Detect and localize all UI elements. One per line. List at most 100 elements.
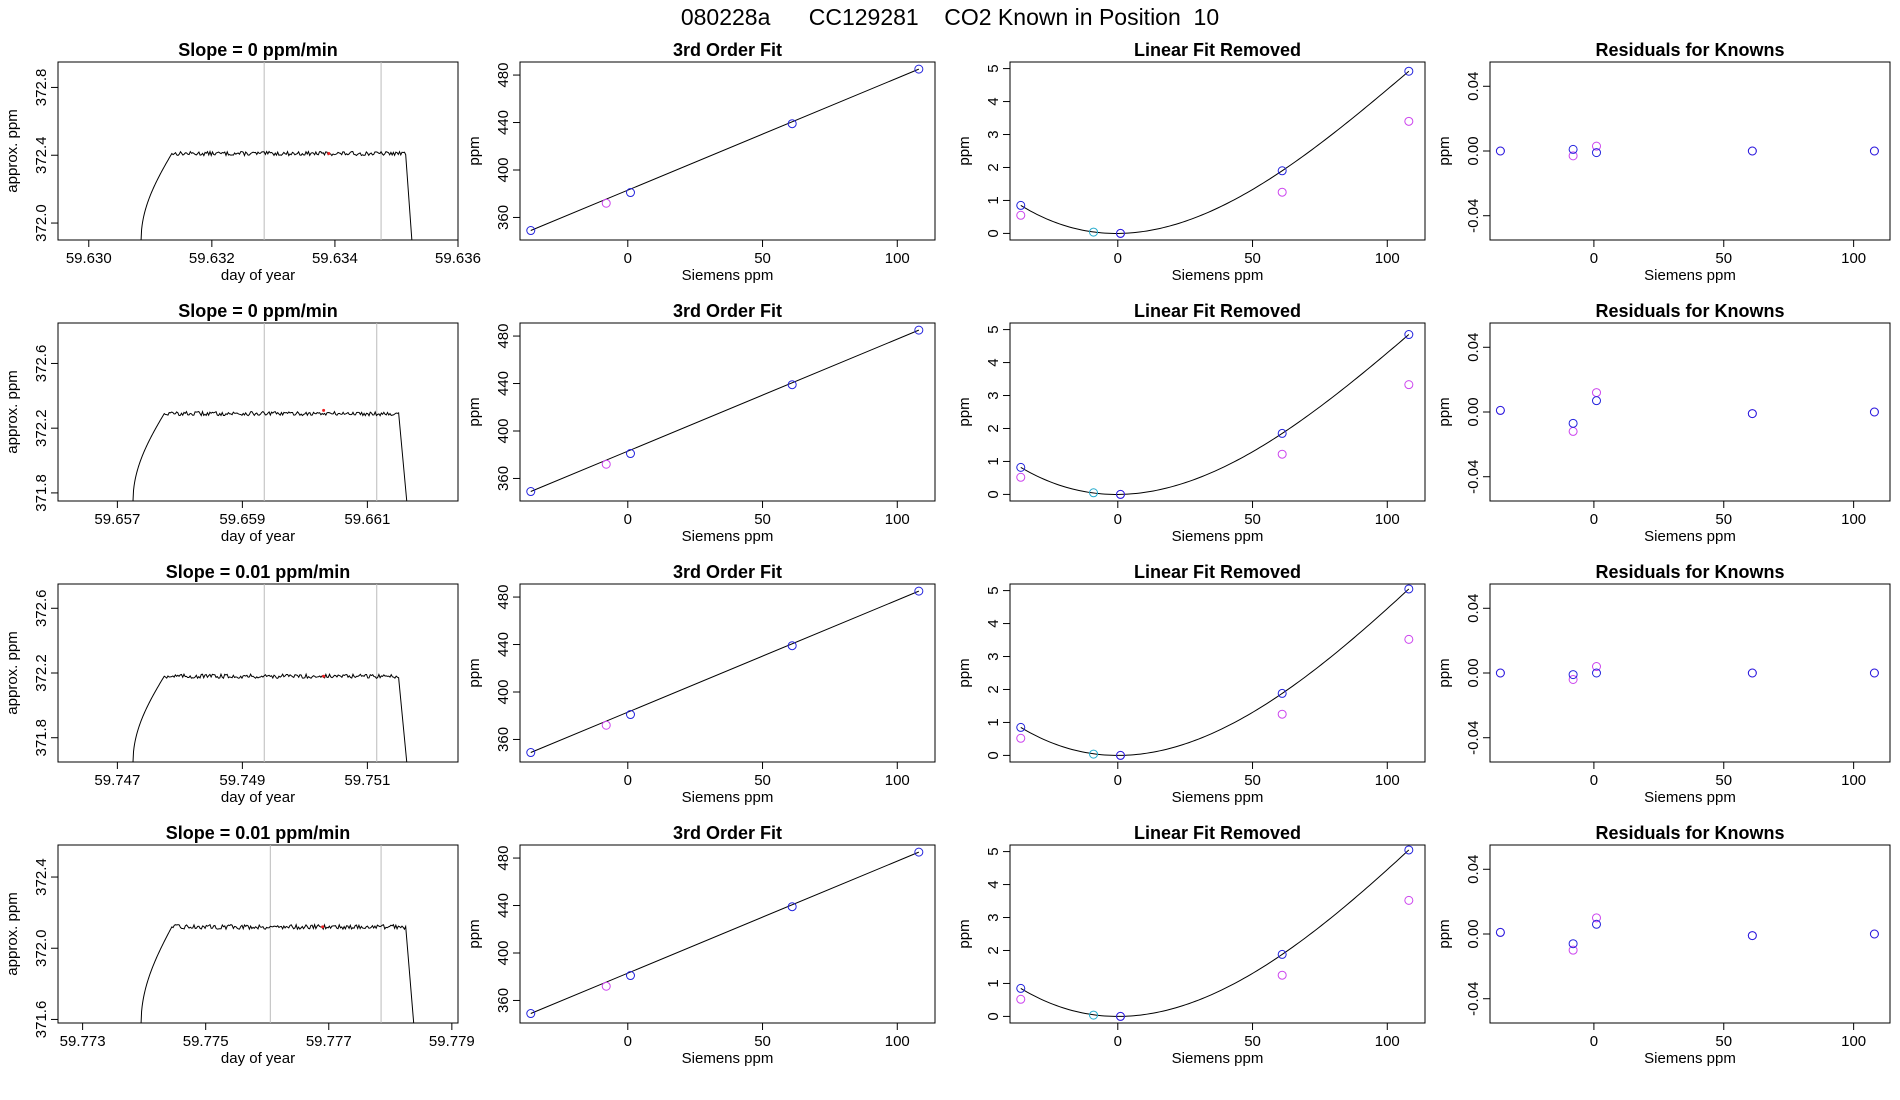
y-tick-label: 0	[985, 490, 1002, 498]
magenta-point	[1591, 388, 1601, 398]
x-axis-label: Siemens ppm	[682, 528, 774, 545]
y-tick-label: 4	[985, 880, 1002, 888]
data-point	[526, 1009, 536, 1019]
y-tick-label: 3	[985, 130, 1002, 138]
panel-title: Linear Fit Removed	[1134, 40, 1301, 60]
x-tick-label: 59.747	[94, 772, 140, 789]
ppm-trace	[132, 409, 408, 501]
panel-title: Residuals for Knowns	[1595, 823, 1784, 843]
y-axis-label: ppm	[466, 919, 483, 948]
y-tick-label: 0	[985, 229, 1002, 237]
plot-frame	[1009, 61, 1426, 241]
x-tick-label: 100	[1375, 250, 1400, 267]
x-axis-label: Siemens ppm	[1644, 528, 1736, 545]
y-tick-label: 480	[495, 846, 512, 871]
y-tick-label: 400	[495, 679, 512, 704]
x-tick-label: 59.634	[312, 250, 358, 267]
blue-point	[1404, 584, 1414, 594]
y-tick-label: 372.6	[33, 345, 50, 383]
x-axis-label: day of year	[221, 267, 295, 284]
x-tick-label: 50	[1244, 250, 1261, 267]
magenta-point	[1277, 709, 1287, 719]
magenta-point	[1016, 210, 1026, 220]
y-tick-label: 2	[985, 163, 1002, 171]
x-tick-label: 59.773	[60, 1033, 106, 1050]
fit-line	[530, 851, 920, 1014]
panel: Linear Fit Removed 0 50 100 0 1 2 3 4 5 Siemens pp…	[956, 562, 1426, 806]
blue-point	[1869, 668, 1879, 678]
panel: Residuals for Knowns 0 50 100 -0.04 0.00 0.04 S…	[1436, 40, 1891, 284]
x-axis-label: Siemens ppm	[682, 267, 774, 284]
blue-point	[1747, 409, 1757, 419]
magenta-point	[1277, 187, 1287, 197]
y-tick-label: 5	[985, 586, 1002, 594]
plot-data	[526, 847, 924, 1019]
plot-data	[140, 62, 413, 240]
data-point	[625, 188, 635, 198]
y-axis-label: ppm	[956, 397, 973, 426]
magenta-point	[601, 720, 611, 730]
magenta-point	[601, 198, 611, 208]
blue-point	[1747, 931, 1757, 941]
y-tick-label: 0.04	[1465, 855, 1482, 884]
y-axis-label: ppm	[956, 658, 973, 687]
panel-title: Residuals for Knowns	[1595, 562, 1784, 582]
y-tick-label: 440	[495, 110, 512, 135]
data-point	[787, 119, 797, 129]
plot-data	[526, 325, 924, 497]
x-tick-label: 100	[1375, 1033, 1400, 1050]
plot-data	[1495, 662, 1879, 684]
y-tick-label: 372.2	[33, 654, 50, 692]
data-point	[787, 641, 797, 651]
magenta-point	[601, 459, 611, 469]
y-tick-label: 0.00	[1465, 397, 1482, 426]
x-tick-label: 0	[1114, 772, 1122, 789]
y-tick-label: 2	[985, 946, 1002, 954]
blue-point	[1016, 462, 1026, 472]
x-tick-label: 0	[1590, 772, 1598, 789]
blue-point	[1568, 670, 1578, 680]
y-tick-label: 372.8	[33, 69, 50, 107]
x-axis-label: Siemens ppm	[1644, 1050, 1736, 1067]
y-tick-label: 0	[985, 751, 1002, 759]
magenta-point	[1568, 151, 1578, 161]
panel-title: 3rd Order Fit	[673, 823, 782, 843]
y-axis-label: approx. ppm	[4, 109, 21, 192]
blue-point	[1277, 166, 1287, 176]
fit-curve	[1020, 334, 1410, 495]
page-title: 080228a CC129281 CO2 Known in Position 1…	[680, 4, 1220, 30]
x-axis-label: day of year	[221, 528, 295, 545]
data-point	[787, 902, 797, 912]
y-tick-label: 0.04	[1465, 72, 1482, 101]
x-tick-label: 0	[1114, 250, 1122, 267]
panel: Linear Fit Removed 0 50 100 0 1 2 3 4 5 Siemens pp…	[956, 823, 1426, 1067]
panel-title: Slope = 0.01 ppm/min	[166, 823, 351, 843]
y-axis-label: ppm	[1436, 136, 1453, 165]
y-axis-label: ppm	[1436, 658, 1453, 687]
x-tick-label: 50	[754, 772, 771, 789]
plot-data	[526, 64, 924, 236]
x-tick-label: 59.777	[306, 1033, 352, 1050]
x-tick-label: 59.657	[94, 511, 140, 528]
panel: 3rd Order Fit 0 50 100 360 400 440 480 Siemens p…	[466, 40, 936, 284]
x-tick-label: 0	[1590, 511, 1598, 528]
blue-point	[1591, 148, 1601, 158]
x-tick-label: 50	[754, 1033, 771, 1050]
fit-curve	[1020, 588, 1410, 756]
x-axis-label: Siemens ppm	[1172, 528, 1264, 545]
x-tick-label: 59.632	[189, 250, 235, 267]
data-point	[914, 64, 924, 74]
y-tick-label: 360	[495, 205, 512, 230]
y-tick-label: 400	[495, 940, 512, 965]
y-tick-label: 5	[985, 325, 1002, 333]
y-tick-label: 1	[985, 979, 1002, 987]
y-axis-label: approx. ppm	[4, 892, 21, 975]
y-axis-label: ppm	[1436, 397, 1453, 426]
y-tick-label: -0.04	[1465, 982, 1482, 1016]
y-tick-label: -0.04	[1465, 460, 1482, 494]
y-axis-label: ppm	[956, 136, 973, 165]
plot-frame	[519, 322, 936, 502]
y-tick-label: 0.00	[1465, 919, 1482, 948]
x-tick-label: 59.775	[183, 1033, 229, 1050]
panel-title: Slope = 0 ppm/min	[178, 301, 338, 321]
